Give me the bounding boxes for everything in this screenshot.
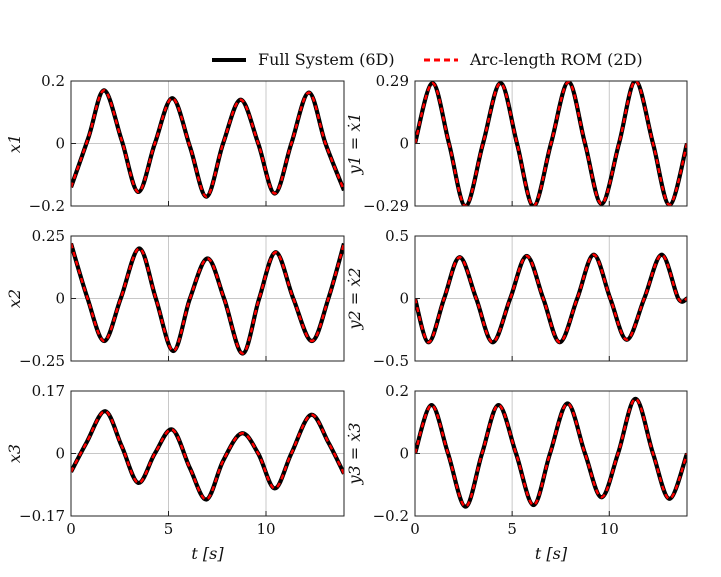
y-tick-label: −0.5 bbox=[373, 352, 409, 370]
legend: Full System (6D) Arc-length ROM (2D) bbox=[212, 50, 643, 69]
series-group bbox=[415, 252, 687, 345]
legend-full-label: Full System (6D) bbox=[258, 50, 395, 69]
y-tick-label: 0 bbox=[55, 135, 65, 153]
y-tick-label: 0.17 bbox=[32, 382, 65, 400]
series-line-full bbox=[71, 242, 344, 356]
y-tick-label: 0.5 bbox=[385, 227, 409, 245]
series-group bbox=[415, 396, 687, 509]
y-tick-label: 0.2 bbox=[385, 382, 409, 400]
series-line-rom bbox=[415, 253, 687, 344]
x-tick-label: 5 bbox=[507, 520, 517, 538]
panel-2: 0.29 0 −0.29 y1 = ẋ1 bbox=[345, 72, 688, 215]
y-tick-label: −0.2 bbox=[29, 197, 65, 215]
y-tick-label: 0.29 bbox=[376, 72, 409, 90]
y-tick-label: −0.2 bbox=[373, 507, 409, 525]
series-group bbox=[71, 242, 344, 356]
x-tick-label: 0 bbox=[410, 520, 420, 538]
y-tick-label: 0 bbox=[55, 445, 65, 463]
y-tick-label: −0.29 bbox=[363, 197, 409, 215]
series-line-rom bbox=[415, 81, 687, 206]
y-tick-label: 0.2 bbox=[41, 72, 65, 90]
y-axis-label: y1 = ẋ1 bbox=[345, 113, 364, 176]
x-tick-label: 0 bbox=[66, 520, 76, 538]
panel-3: 0.25 0 −0.25 x2 bbox=[5, 227, 345, 370]
series-line-rom bbox=[71, 89, 344, 198]
y-tick-label: −0.17 bbox=[19, 507, 65, 525]
y-axis-label: x3 bbox=[5, 444, 24, 463]
x-axis-label: t [s] bbox=[191, 544, 224, 563]
series-group bbox=[71, 88, 344, 199]
y-tick-label: 0 bbox=[399, 445, 409, 463]
x-tick-label: 10 bbox=[600, 520, 619, 538]
y-axis-label: x1 bbox=[5, 134, 24, 153]
series-line-full bbox=[71, 409, 344, 502]
x-axis-label: t [s] bbox=[535, 544, 568, 563]
series-group bbox=[71, 409, 344, 502]
y-tick-label: 0 bbox=[55, 290, 65, 308]
y-axis-label: y3 = ẋ3 bbox=[345, 423, 364, 486]
series-group bbox=[415, 81, 687, 206]
x-tick-label: 5 bbox=[164, 520, 174, 538]
panel-1: 0.2 0 −0.2 x1 bbox=[5, 72, 345, 215]
y-tick-label: 0.25 bbox=[32, 227, 65, 245]
y-axis-label: x2 bbox=[5, 289, 24, 308]
y-tick-label: −0.25 bbox=[19, 352, 65, 370]
x-tick-label: 10 bbox=[256, 520, 275, 538]
series-line-full bbox=[415, 396, 687, 509]
y-tick-label: 0 bbox=[399, 135, 409, 153]
y-axis-label: y2 = ẋ2 bbox=[345, 268, 364, 331]
legend-rom-label: Arc-length ROM (2D) bbox=[469, 50, 643, 69]
y-tick-label: 0 bbox=[399, 290, 409, 308]
panel-4: 0.5 0 −0.5 y2 = ẋ2 bbox=[345, 227, 688, 370]
